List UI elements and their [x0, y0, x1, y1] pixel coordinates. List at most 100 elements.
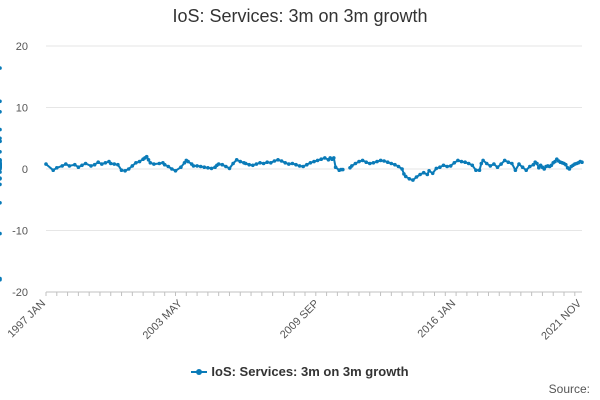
- data-point: [0, 66, 2, 70]
- data-point: [371, 161, 376, 165]
- data-point: [375, 159, 379, 164]
- data-point: [549, 163, 554, 168]
- data-point: [119, 168, 124, 172]
- data-point: [265, 160, 270, 164]
- data-point: [341, 167, 345, 172]
- data-point: [0, 201, 2, 205]
- data-point: [535, 161, 539, 166]
- data-point: [389, 161, 394, 166]
- data-point: [425, 172, 430, 177]
- data-point: [170, 167, 174, 171]
- x-tick-label: 2003 MAY: [141, 297, 186, 342]
- data-point: [466, 161, 471, 166]
- data-point: [283, 161, 288, 165]
- data-point: [499, 162, 503, 166]
- data-point: [234, 158, 239, 162]
- data-point: [301, 164, 306, 169]
- data-point: [231, 161, 235, 166]
- data-point: [243, 161, 248, 166]
- data-point: [488, 164, 493, 168]
- data-point: [51, 168, 55, 172]
- legend-line-marker-icon: [191, 367, 208, 377]
- data-point: [146, 158, 151, 162]
- data-point: [430, 171, 435, 176]
- data-point: [157, 161, 162, 166]
- data-point: [92, 162, 97, 167]
- data-point: [506, 160, 511, 164]
- y-tick-label: 0: [22, 164, 28, 176]
- data-point: [166, 164, 171, 169]
- data-point: [396, 164, 401, 169]
- data-point: [441, 163, 446, 168]
- data-point: [445, 164, 449, 169]
- data-point: [385, 160, 390, 164]
- chart-title: IoS: Services: 3m on 3m growth: [172, 6, 428, 26]
- data-point: [323, 156, 327, 160]
- legend-item-ios-services[interactable]: IoS: Services: 3m on 3m growth: [191, 364, 409, 379]
- data-point: [64, 162, 68, 166]
- data-point: [319, 157, 324, 161]
- data-point: [564, 162, 568, 167]
- data-point: [0, 182, 2, 187]
- data-point: [191, 164, 196, 168]
- data-point: [276, 158, 280, 162]
- data-point: [477, 168, 482, 172]
- data-point: [251, 163, 255, 168]
- data-point: [368, 161, 372, 166]
- data-point: [0, 136, 2, 141]
- data-point: [297, 164, 302, 168]
- data-point: [261, 161, 266, 166]
- data-point: [238, 159, 243, 164]
- data-point: [0, 177, 2, 181]
- data-point: [279, 159, 284, 163]
- data-point: [434, 166, 439, 171]
- data-point: [144, 154, 149, 159]
- data-point: [0, 167, 2, 171]
- data-point: [134, 161, 138, 165]
- data-point: [137, 159, 142, 164]
- data-point: [216, 162, 221, 166]
- data-point: [103, 161, 108, 165]
- data-point: [148, 161, 153, 165]
- data-point: [332, 156, 336, 160]
- data-point: [524, 168, 528, 172]
- data-point: [474, 168, 478, 172]
- data-point: [55, 166, 59, 170]
- data-point: [258, 161, 262, 165]
- data-point: [186, 159, 190, 164]
- data-point: [411, 178, 415, 182]
- data-point: [0, 231, 2, 236]
- data-point: [438, 165, 442, 169]
- data-point: [403, 174, 408, 179]
- data-point: [427, 169, 431, 173]
- data-point: [290, 161, 295, 166]
- data-point: [353, 161, 358, 166]
- data-point: [179, 165, 183, 169]
- data-point: [459, 159, 464, 164]
- data-point: [470, 163, 475, 168]
- data-point: [305, 162, 309, 167]
- source-label: Source:: [548, 382, 590, 396]
- data-point: [402, 172, 406, 176]
- data-point: [484, 161, 489, 166]
- data-point: [220, 162, 225, 167]
- data-point: [173, 169, 178, 173]
- data-point: [517, 162, 521, 166]
- data-point: [407, 177, 412, 181]
- x-tick-label: 2009 SEP: [278, 298, 322, 342]
- data-point: [209, 166, 214, 171]
- data-point: [357, 159, 361, 164]
- y-tick-label: 10: [16, 103, 28, 115]
- data-point: [580, 160, 584, 164]
- data-point: [76, 165, 81, 169]
- data-point: [312, 159, 316, 164]
- data-point: [80, 163, 84, 168]
- data-point: [382, 159, 386, 163]
- data-point: [224, 164, 228, 169]
- data-point: [96, 160, 100, 164]
- data-point: [481, 158, 485, 163]
- data-point: [0, 139, 2, 144]
- data-point: [315, 158, 320, 163]
- data-point: [456, 158, 460, 163]
